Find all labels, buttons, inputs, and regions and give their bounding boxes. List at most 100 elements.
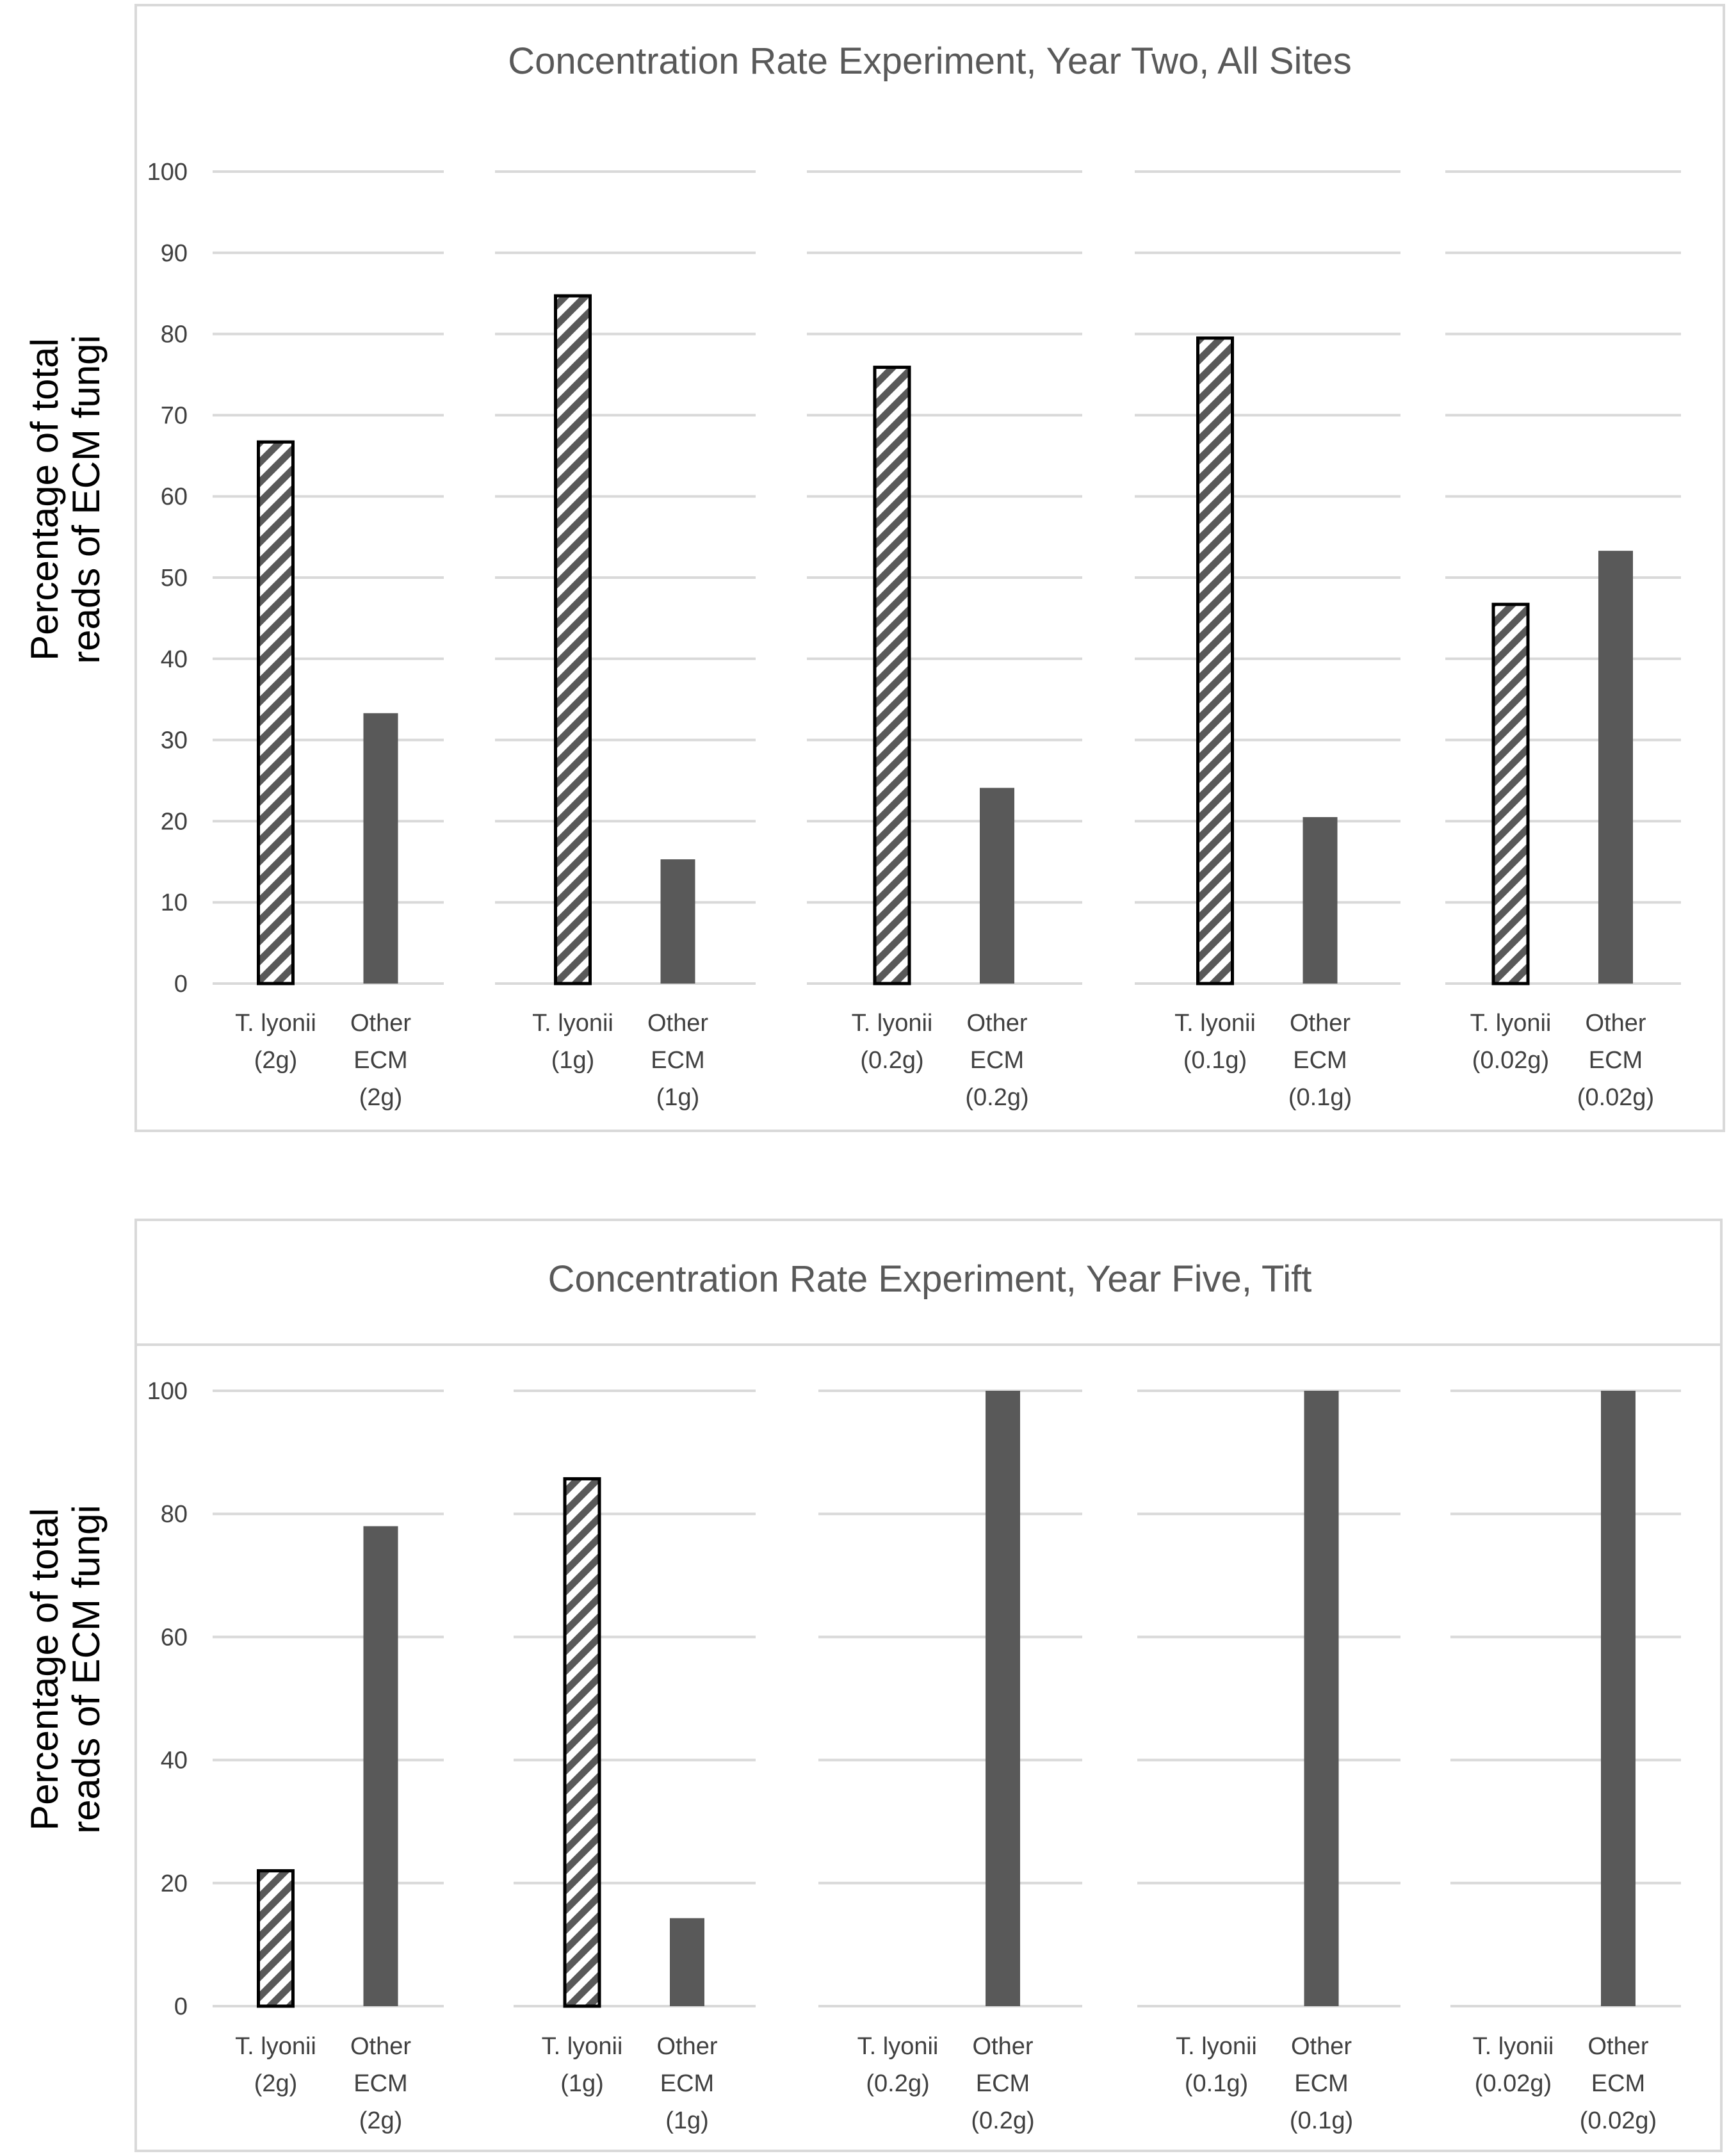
category-label: T. lyonii (1g) — [542, 2033, 623, 2097]
category-label: Other ECM (0.02g) — [1577, 1010, 1654, 1111]
other-ecm-bar-0.02g — [1601, 1391, 1636, 2006]
y-tick-label: 50 — [161, 565, 188, 592]
chart-panel-year-two: Concentration Rate Experiment, Year Two,… — [23, 4, 1725, 1132]
y-axis-label-line-2: reads of ECM fungi — [65, 335, 108, 664]
category-label-line: (0.02g) — [1577, 1084, 1654, 1111]
category-label-line: ECM — [1294, 2070, 1348, 2097]
category-label-line: T. lyonii — [1470, 1010, 1552, 1037]
category-label-line: (1g) — [560, 2070, 604, 2097]
category-label: Other ECM (2g) — [350, 1010, 411, 1111]
category-label-line: Other — [1291, 2033, 1352, 2060]
category-label-line: ECM — [353, 1047, 407, 1074]
bars — [257, 1391, 1636, 2008]
category-label-line: Other — [1587, 2033, 1648, 2060]
category-label: T. lyonii (2g) — [235, 1010, 316, 1074]
y-tick-label: 0 — [174, 971, 188, 998]
other-ecm-bar-2g — [363, 713, 398, 984]
y-tick-label: 60 — [161, 483, 188, 510]
y-tick-label: 20 — [161, 808, 188, 835]
category-label: T. lyonii (0.2g) — [857, 2033, 939, 2097]
category-label-line: ECM — [976, 2070, 1030, 2097]
category-label-line: (0.02g) — [1580, 2107, 1657, 2134]
category-label-line: T. lyonii — [1176, 2033, 1257, 2060]
category-labels: T. lyonii (2g)Other ECM (2g)T. lyonii (1g)Ot… — [235, 1010, 1654, 1111]
y-tick-label: 80 — [161, 1501, 188, 1528]
category-label-line: (0.02g) — [1472, 1047, 1549, 1074]
category-label-line: Other — [1585, 1010, 1646, 1037]
category-label-line: T. lyonii — [1473, 2033, 1554, 2060]
y-tick-label: 40 — [161, 646, 188, 673]
t-lyonii-bar-0.2g — [873, 366, 911, 985]
category-label-line: Other — [1290, 1010, 1351, 1037]
category-label: Other ECM (1g) — [656, 2033, 717, 2134]
other-ecm-bar-2g — [363, 1526, 398, 2006]
category-label-line: (1g) — [656, 1084, 700, 1111]
y-tick-label: 100 — [147, 159, 188, 186]
category-label: T. lyonii (0.1g) — [1174, 1010, 1256, 1074]
other-ecm-bar-0.2g — [980, 788, 1014, 984]
chart-frame — [134, 1219, 1723, 2152]
t-lyonii-bar-0.1g — [1196, 336, 1234, 985]
y-tick-label: 30 — [161, 727, 188, 754]
t-lyonii-bar-2g — [257, 1869, 295, 2008]
category-label-line: Other — [350, 1010, 411, 1037]
category-label-line: (2g) — [359, 1084, 403, 1111]
t-lyonii-bar-1g — [563, 1477, 601, 2008]
category-label-line: (0.02g) — [1475, 2070, 1552, 2097]
bars — [257, 294, 1633, 985]
category-label-line: Other — [972, 2033, 1033, 2060]
y-axis-label-line-2: reads of ECM fungi — [65, 1505, 108, 1834]
category-label-line: ECM — [1591, 2070, 1645, 2097]
category-label-line: (0.1g) — [1185, 2070, 1248, 2097]
t-lyonii-bar-1g — [554, 294, 592, 985]
y-tick-label: 90 — [161, 240, 188, 267]
category-label-line: Other — [656, 2033, 717, 2060]
y-tick-label: 20 — [161, 1870, 188, 1897]
category-label-line: (0.1g) — [1288, 1084, 1352, 1111]
category-label-line: T. lyonii — [532, 1010, 613, 1037]
chart-title: Concentration Rate Experiment, Year Two,… — [508, 40, 1352, 82]
chart-panel-year-five: Concentration Rate Experiment, Year Five… — [23, 1219, 1723, 2152]
y-tick-label: 0 — [174, 1993, 188, 2020]
category-label: Other ECM (0.02g) — [1580, 2033, 1657, 2134]
category-label: T. lyonii (0.02g) — [1473, 2033, 1554, 2097]
category-label-line: (2g) — [254, 1047, 298, 1074]
other-ecm-bar-0.1g — [1304, 1391, 1339, 2006]
category-label-line: T. lyonii — [852, 1010, 933, 1037]
category-label-line: (0.1g) — [1290, 2107, 1353, 2134]
category-label-line: ECM — [1589, 1047, 1643, 1074]
y-tick-label: 70 — [161, 402, 188, 429]
category-label-line: ECM — [970, 1047, 1024, 1074]
category-label: T. lyonii (0.1g) — [1176, 2033, 1257, 2097]
category-label-line: T. lyonii — [542, 2033, 623, 2060]
chart-title: Concentration Rate Experiment, Year Five… — [548, 1258, 1312, 1300]
y-tick-label: 40 — [161, 1747, 188, 1774]
category-label-line: Other — [647, 1010, 708, 1037]
category-label-line: ECM — [660, 2070, 714, 2097]
category-label-line: ECM — [353, 2070, 407, 2097]
y-axis-label-line-1: Percentage of total — [23, 338, 66, 661]
category-label-line: ECM — [1293, 1047, 1347, 1074]
t-lyonii-bar-2g — [257, 440, 295, 985]
t-lyonii-bar-0.02g — [1491, 603, 1530, 985]
category-label-line: T. lyonii — [235, 1010, 316, 1037]
y-axis-ticks: 0 20 40 60 80 100 — [147, 1378, 188, 2020]
y-tick-label: 80 — [161, 321, 188, 348]
category-label: T. lyonii (1g) — [532, 1010, 613, 1074]
category-label: Other ECM (0.1g) — [1290, 2033, 1353, 2134]
category-label-line: ECM — [651, 1047, 704, 1074]
y-tick-label: 10 — [161, 889, 188, 916]
other-ecm-bar-0.02g — [1598, 551, 1633, 984]
chart-frame — [134, 4, 1725, 1132]
category-label-line: T. lyonii — [235, 2033, 316, 2060]
category-label: T. lyonii (0.02g) — [1470, 1010, 1552, 1074]
category-label-line: T. lyonii — [1174, 1010, 1256, 1037]
category-label-line: (0.2g) — [860, 1047, 923, 1074]
category-label: Other ECM (1g) — [647, 1010, 708, 1111]
category-label-line: Other — [350, 2033, 411, 2060]
category-label-line: (0.2g) — [971, 2107, 1034, 2134]
category-label: Other ECM (0.2g) — [965, 1010, 1028, 1111]
y-tick-label: 60 — [161, 1624, 188, 1651]
category-label: T. lyonii (2g) — [235, 2033, 316, 2097]
